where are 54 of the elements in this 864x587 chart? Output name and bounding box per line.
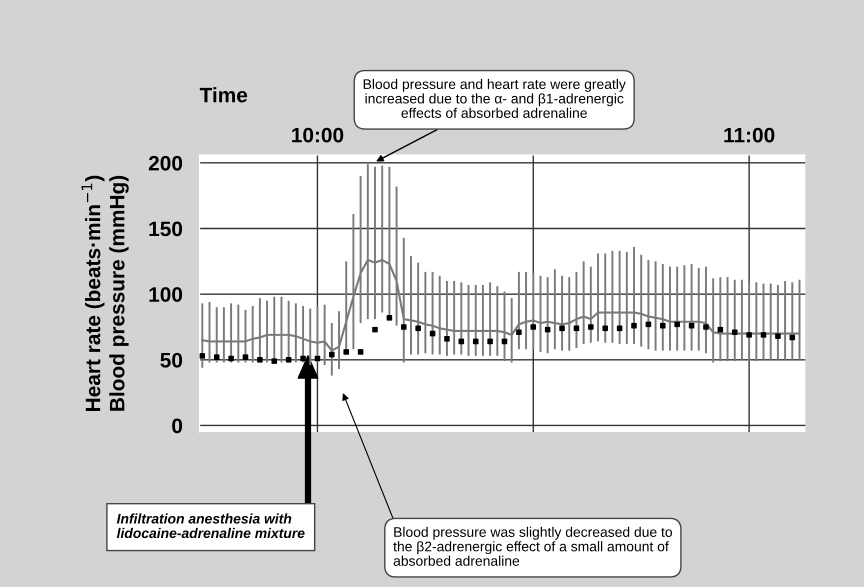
- point: [588, 324, 594, 330]
- y-tick-label: 100: [149, 287, 182, 302]
- point: [430, 330, 436, 336]
- point: [242, 354, 248, 360]
- point: [372, 326, 378, 332]
- x-tick-label: 10:00: [292, 128, 344, 143]
- point: [559, 326, 565, 332]
- point: [314, 356, 320, 362]
- point: [444, 336, 450, 342]
- y-tick-label: 50: [160, 352, 182, 368]
- point: [746, 332, 752, 338]
- y-tick-label: 200: [148, 156, 182, 171]
- point: [718, 326, 724, 332]
- y-tick-label: 0: [172, 418, 182, 434]
- y-axis-title: Heart rate (beats·min$^{−1}$) Blood pressure (mmHg): [82, 176, 129, 411]
- text: Infiltration anesthesia with lidocaine-adrenaline mixture: [116, 513, 305, 538]
- point: [703, 324, 709, 330]
- point: [329, 352, 335, 358]
- point: [660, 322, 666, 328]
- point: [530, 324, 536, 330]
- point: [775, 333, 781, 339]
- point: [200, 353, 206, 359]
- y-tick-label: 150: [149, 222, 182, 236]
- point: [257, 357, 263, 363]
- point: [472, 338, 479, 344]
- point: [646, 322, 652, 328]
- point: [616, 326, 622, 332]
- point: [400, 324, 407, 330]
- point: [271, 358, 278, 364]
- point: [286, 357, 292, 363]
- point: [732, 329, 738, 336]
- point: [343, 349, 350, 355]
- point: [228, 356, 234, 362]
- point: [688, 322, 694, 328]
- point: [674, 322, 680, 328]
- point: [358, 349, 364, 355]
- point: [790, 334, 796, 340]
- point: [214, 354, 220, 360]
- point: [760, 332, 766, 338]
- text: Blood pressure was slightly decreased due to the β2-adrenergic effect of a small amount of absorbed adrenaline: [393, 526, 672, 566]
- point: [487, 338, 493, 344]
- point: [502, 338, 508, 344]
- x-axis-title: Time: [200, 87, 248, 102]
- point: [516, 329, 522, 336]
- point: [602, 326, 608, 332]
- point: [574, 326, 580, 332]
- point: [631, 322, 637, 328]
- point: [458, 338, 464, 344]
- point: [544, 326, 550, 332]
- annotation: Blood pressure and heart rate were greatly increased due to the α- and β1-adrenergic effects of absorbed adrenaline: [364, 78, 626, 118]
- point: [386, 315, 392, 321]
- point: [300, 356, 306, 362]
- x-tick-label: 11:00: [724, 128, 774, 143]
- point: [415, 326, 421, 332]
